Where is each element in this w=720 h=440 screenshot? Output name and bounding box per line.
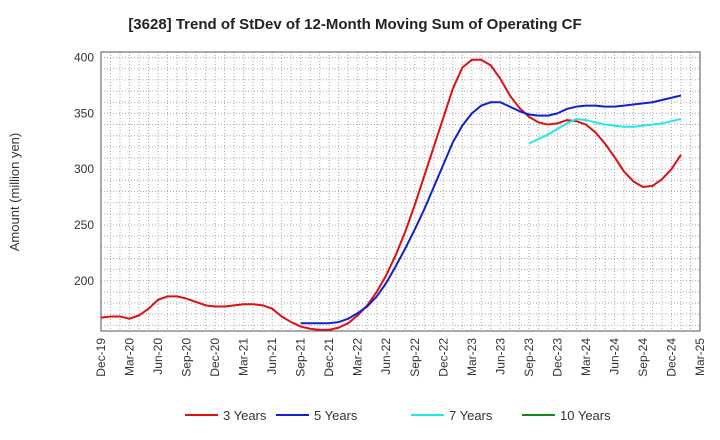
- x-tick-label: Sep-22: [408, 338, 422, 377]
- x-tick-label: Dec-19: [94, 338, 108, 377]
- legend-label: 7 Years: [449, 408, 493, 423]
- y-tick-label: 200: [74, 274, 94, 288]
- x-tick-label: Jun-23: [493, 338, 507, 375]
- plot-frame: [100, 51, 701, 332]
- y-tick-label: 250: [74, 218, 94, 232]
- x-tick-label: Mar-20: [123, 338, 137, 376]
- x-tick-label: Dec-21: [322, 338, 336, 377]
- x-tick-label: Jun-22: [379, 338, 393, 375]
- y-axis-label: Amount (million yen): [7, 133, 22, 252]
- x-tick-label: Mar-25: [693, 338, 707, 376]
- x-tick-label: Dec-20: [208, 338, 222, 377]
- x-tick-label: Dec-24: [664, 338, 678, 377]
- legend-label: 10 Years: [560, 408, 611, 423]
- legend-label: 5 Years: [314, 408, 358, 423]
- legend-label: 3 Years: [223, 408, 267, 423]
- y-tick-label: 400: [74, 51, 94, 65]
- x-tick-label: Mar-23: [465, 338, 479, 376]
- y-tick-label: 300: [74, 162, 94, 176]
- x-tick-label: Mar-21: [237, 338, 251, 376]
- x-tick-label: Jun-20: [151, 338, 165, 375]
- x-tick-label: Jun-21: [265, 338, 279, 375]
- y-tick-label: 350: [74, 106, 94, 120]
- x-tick-label: Jun-24: [607, 338, 621, 375]
- x-tick-label: Sep-23: [522, 338, 536, 377]
- x-tick-label: Mar-24: [579, 338, 593, 376]
- x-tick-label: Sep-24: [636, 338, 650, 377]
- chart-title: [3628] Trend of StDev of 12-Month Moving…: [128, 16, 581, 33]
- series-line-3: [528, 117, 682, 145]
- x-tick-label: Sep-20: [180, 338, 194, 377]
- x-tick-label: Sep-21: [294, 338, 308, 377]
- legend: 3 Years 5 Years 7 Years 10 Years: [185, 408, 611, 423]
- plot-area: 200 250 300 350 400 Dec-19 Mar-20 Jun-20 Sep-20 D…: [74, 51, 707, 377]
- x-tick-label: Dec-22: [436, 338, 450, 377]
- series-line-2: [300, 94, 682, 325]
- x-tick-label: Mar-22: [351, 338, 365, 376]
- series-line-1: [100, 58, 682, 331]
- x-tick-label: Dec-23: [550, 338, 564, 377]
